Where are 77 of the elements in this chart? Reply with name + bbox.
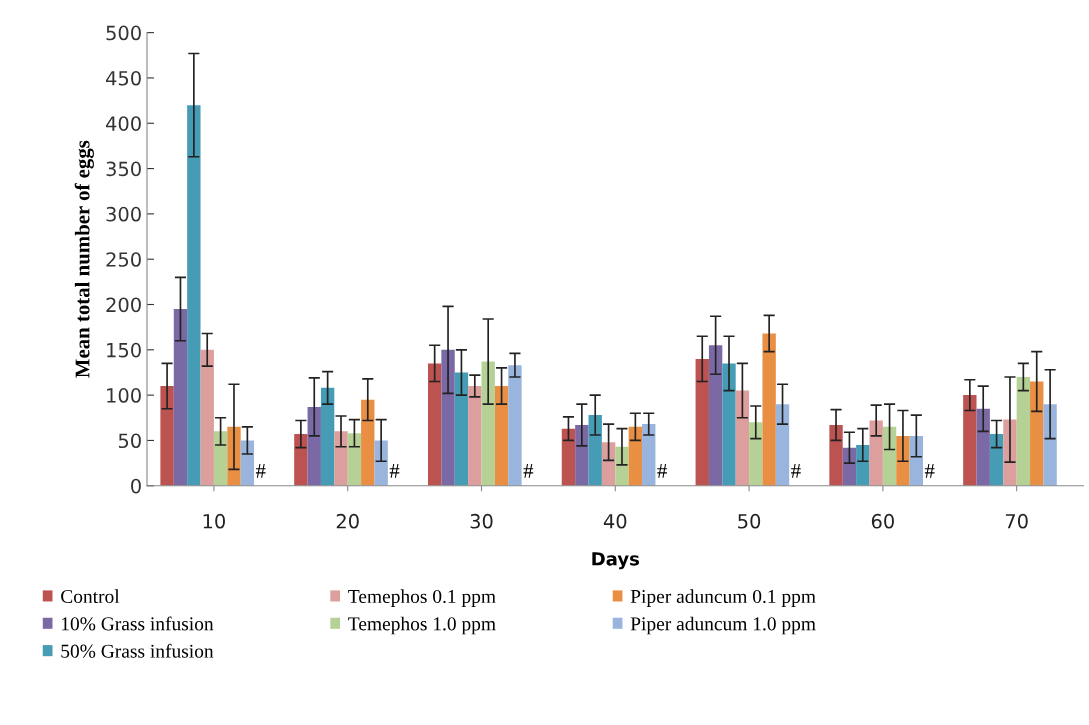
bar [454,372,469,486]
bar [494,386,509,486]
bar [1030,381,1044,486]
bar [361,399,375,486]
y-tick-label: 500 [106,25,141,41]
bar [374,440,388,486]
bar [842,447,857,486]
bar [347,433,362,486]
bar [508,365,522,486]
x-tick-label: 10 [203,513,225,529]
legend-label: Piper aduncum 0.1 ppm [630,589,816,607]
annotation: # [791,464,801,478]
y-tick-label: 400 [105,116,141,131]
legend-label: Temephos 1.0 ppm [348,616,496,635]
y-tick-label: 100 [107,388,141,403]
x-tick-label: 50 [738,513,761,529]
x-tick-label: 30 [470,513,493,529]
annotation: # [255,464,266,478]
bar [708,345,723,486]
bar [695,358,709,486]
bar [561,428,576,486]
bar [240,440,255,486]
x-tick-label: 60 [871,513,894,529]
bar [989,434,1004,486]
y-tick-label: 50 [118,433,141,449]
x-tick-label: 40 [603,513,627,529]
bar [628,426,643,486]
bar [588,415,602,486]
bar [427,363,442,486]
bar [160,386,174,486]
bar [882,426,897,486]
bar [187,105,201,486]
bar [735,390,750,486]
y-tick-label: 150 [107,342,141,358]
legend-label: 10% Grass infusion [61,616,214,631]
bar [963,395,977,486]
bar [320,387,335,486]
y-tick-label: 450 [105,70,141,86]
bar [762,333,776,486]
bar [749,422,763,486]
y-tick-label: 350 [106,161,141,177]
bar [334,431,348,486]
bar [1043,404,1057,486]
bar [976,408,990,486]
bar [856,444,870,486]
bar [829,425,843,486]
y-tick-label: 200 [106,297,141,313]
bar [213,431,228,486]
bar [775,404,790,486]
annotation: # [657,464,667,478]
bar [468,386,482,486]
y-tick-label: 250 [106,252,141,267]
bar [200,349,214,486]
legend-label: Control [61,589,120,604]
bar [481,361,495,486]
annotation: # [523,464,534,478]
annotation: # [389,464,400,478]
bar [1016,377,1031,486]
bar [722,363,736,486]
bar [869,420,883,486]
bar [307,406,321,486]
y-tick-label: 300 [106,206,141,222]
bar [642,424,656,486]
bar [173,309,188,486]
x-tick-label: 20 [336,513,359,529]
bar [294,434,308,486]
x-axis-title: Days [592,552,639,570]
annotation: # [924,464,935,478]
legend-label: 50% Grass infusion [61,643,214,658]
bar [601,442,616,486]
x-tick-label: 70 [1005,513,1028,529]
bar [441,349,455,486]
y-tick-label: 0 [131,478,141,494]
legend-label: Temephos 0.1 ppm [348,589,496,607]
bar [575,425,589,486]
legend-label: Piper aduncum 1.0 ppm [630,616,816,635]
y-axis-title: Mean total number of eggs [74,140,94,378]
